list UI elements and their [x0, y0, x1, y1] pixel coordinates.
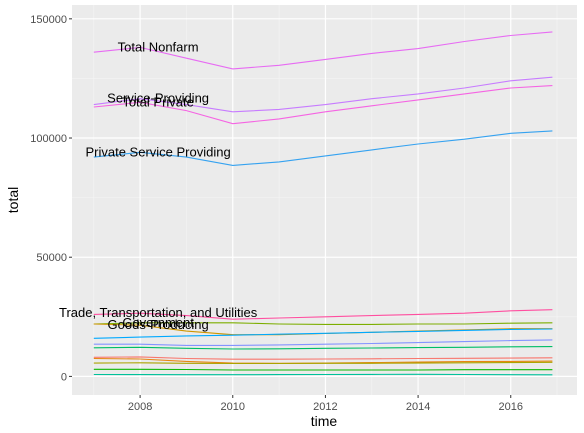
x-tick-label: 2010 [221, 401, 245, 413]
series-line [93, 346, 553, 350]
y-tick-label: 150000 [30, 14, 67, 26]
series-label: Private Service Providing [85, 144, 230, 159]
series-label: Goods-Producing [108, 317, 209, 332]
y-tick-label: 100000 [30, 133, 67, 145]
x-tick-label: 2016 [499, 401, 523, 413]
x-tick-label: 2008 [128, 401, 152, 413]
series-label: Service-Providing [107, 91, 209, 106]
series-line [93, 368, 553, 371]
series-line [93, 130, 553, 166]
x-tick-label: 2014 [406, 401, 430, 413]
y-axis-label: total [5, 187, 21, 213]
series-line [93, 76, 553, 113]
x-tick-label: 2012 [313, 401, 337, 413]
series-line [93, 31, 553, 70]
grid [72, 5, 577, 395]
axes: 2008 2010 2012 2014 2016 0 50000 100000 150000 [30, 14, 523, 413]
series-label: Government [122, 315, 194, 330]
series-line [93, 339, 553, 346]
series-label: Trade, Transportation, and Utilities [59, 305, 258, 320]
series-line [93, 361, 553, 365]
series-line [93, 85, 553, 125]
series-label: Total Nonfarm [118, 39, 199, 54]
y-tick-label: 50000 [36, 252, 67, 264]
series-line [93, 356, 553, 360]
x-axis-label: time [311, 413, 338, 429]
y-tick-label: 0 [61, 371, 67, 383]
series-label: Total Private [122, 94, 194, 109]
series-line [93, 322, 553, 325]
series-line [93, 373, 553, 376]
series-line [93, 309, 553, 320]
series-line [93, 328, 553, 339]
